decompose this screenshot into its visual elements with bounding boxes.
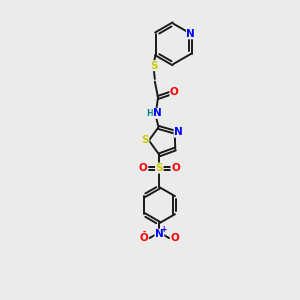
Text: S: S: [150, 61, 158, 70]
Text: O: O: [139, 163, 147, 173]
Text: S: S: [156, 163, 163, 173]
Text: O: O: [170, 87, 179, 97]
Text: N: N: [153, 108, 162, 118]
Text: H: H: [146, 109, 153, 118]
Text: N: N: [174, 127, 183, 137]
Text: N: N: [186, 29, 195, 39]
Text: O: O: [140, 233, 148, 243]
Text: -: -: [142, 228, 146, 237]
Text: +: +: [160, 225, 166, 234]
Text: N: N: [155, 229, 164, 239]
Text: O: O: [170, 233, 179, 243]
Text: S: S: [141, 136, 149, 146]
Text: O: O: [171, 163, 180, 173]
